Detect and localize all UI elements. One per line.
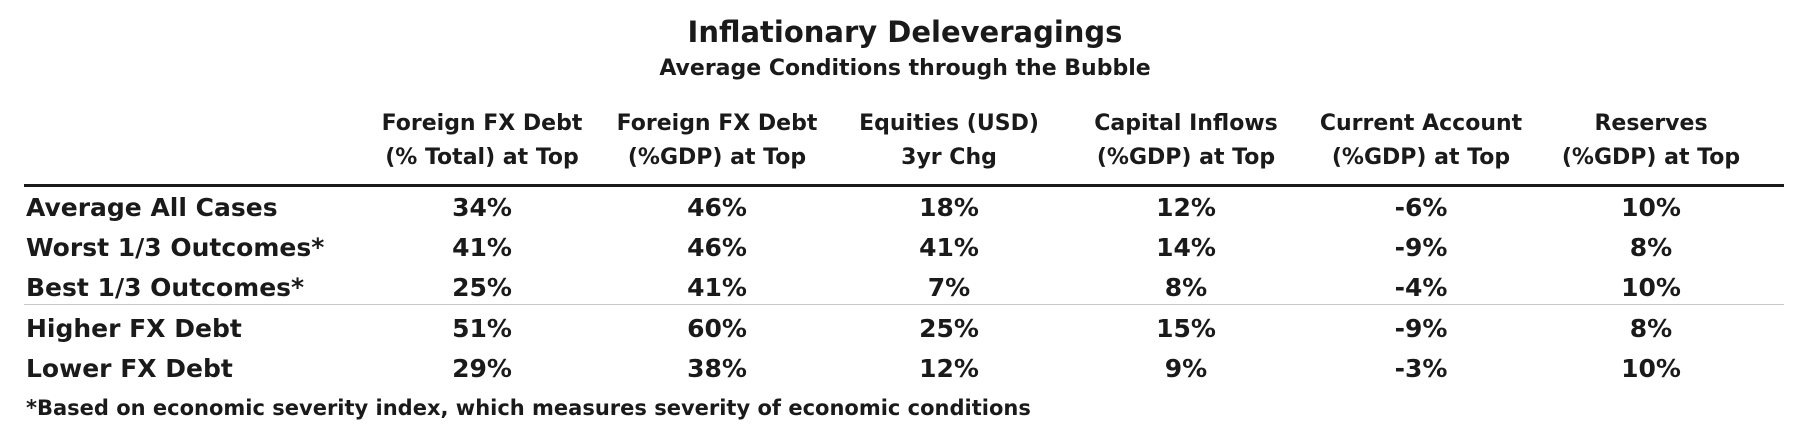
row-label: Worst 1/3 Outcomes* (26, 233, 325, 262)
table-row: Average All Cases 34% 46% 18% 12% -6% 10% (0, 188, 1810, 228)
table-cell: 15% (1156, 314, 1216, 343)
table-cell: 12% (919, 354, 979, 383)
table-row: Higher FX Debt 51% 60% 25% 15% -9% 8% (0, 309, 1810, 349)
table-cell: -4% (1394, 273, 1448, 302)
row-label: Best 1/3 Outcomes* (26, 273, 305, 302)
column-header: Foreign FX Debt (% Total) at Top (362, 107, 602, 175)
table-cell: 10% (1621, 354, 1681, 383)
table-cell: 8% (1164, 273, 1208, 302)
column-header: Current Account (%GDP) at Top (1301, 107, 1541, 175)
table-cell: 41% (919, 233, 979, 262)
row-label: Average All Cases (26, 193, 278, 222)
table-cell: 60% (687, 314, 747, 343)
table-cell: 14% (1156, 233, 1216, 262)
table-row: Lower FX Debt 29% 38% 12% 9% -3% 10% (0, 349, 1810, 389)
column-header-line1: Equities (USD) (859, 111, 1039, 136)
table-cell: 46% (687, 193, 747, 222)
table-cell: -9% (1394, 314, 1448, 343)
table-cell: 7% (927, 273, 971, 302)
table-cell: 38% (687, 354, 747, 383)
column-header-line1: Current Account (1319, 111, 1523, 136)
table-cell: 12% (1156, 193, 1216, 222)
row-label: Higher FX Debt (26, 314, 242, 343)
column-header-line2: (%GDP) at Top (1561, 145, 1741, 170)
table-cell: 25% (919, 314, 979, 343)
table-cell: -6% (1394, 193, 1448, 222)
table-title: Inflationary Deleveragings (687, 15, 1123, 49)
table-cell: 46% (687, 233, 747, 262)
table-cell: 25% (452, 273, 512, 302)
row-label: Lower FX Debt (26, 354, 233, 383)
table-cell: -9% (1394, 233, 1448, 262)
column-header-line1: Reserves (1594, 111, 1708, 136)
column-header: Foreign FX Debt (%GDP) at Top (597, 107, 837, 175)
footnote: *Based on economic severity index, which… (26, 396, 1031, 420)
column-header: Capital Inflows (%GDP) at Top (1066, 107, 1306, 175)
column-header: Reserves (%GDP) at Top (1531, 107, 1771, 175)
table-cell: -3% (1394, 354, 1448, 383)
table-subtitle: Average Conditions through the Bubble (659, 56, 1151, 81)
table-cell: 10% (1621, 193, 1681, 222)
column-header-line2: 3yr Chg (901, 145, 997, 170)
table-cell: 8% (1629, 233, 1673, 262)
column-header-line1: Foreign FX Debt (381, 111, 583, 136)
table-cell: 10% (1621, 273, 1681, 302)
column-header-line2: (%GDP) at Top (1096, 145, 1276, 170)
table-cell: 41% (687, 273, 747, 302)
column-header-line2: (% Total) at Top (385, 145, 579, 170)
table-cell: 29% (452, 354, 512, 383)
header-divider (24, 184, 1784, 187)
column-header-line2: (%GDP) at Top (627, 145, 807, 170)
table-cell: 51% (452, 314, 512, 343)
column-header-line1: Capital Inflows (1094, 111, 1278, 136)
table-cell: 8% (1629, 314, 1673, 343)
table-row: Best 1/3 Outcomes* 25% 41% 7% 8% -4% 10% (0, 268, 1810, 308)
table-cell: 41% (452, 233, 512, 262)
column-header: Equities (USD) 3yr Chg (829, 107, 1069, 175)
table-cell: 18% (919, 193, 979, 222)
column-header-line2: (%GDP) at Top (1331, 145, 1511, 170)
table-cell: 9% (1164, 354, 1208, 383)
table-row: Worst 1/3 Outcomes* 41% 46% 41% 14% -9% 8% (0, 228, 1810, 268)
column-header-line1: Foreign FX Debt (616, 111, 818, 136)
table-cell: 34% (452, 193, 512, 222)
group-divider (24, 304, 1784, 305)
